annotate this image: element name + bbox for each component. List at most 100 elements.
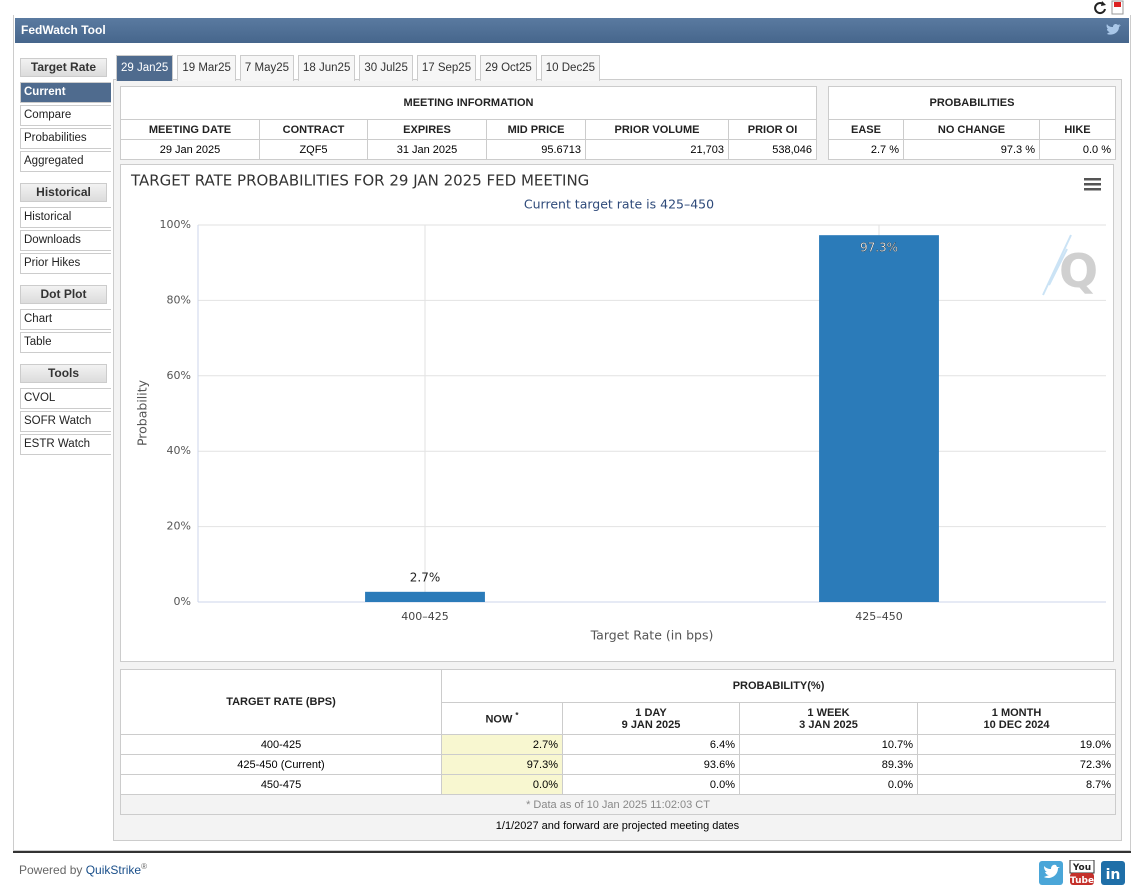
meeting-tab[interactable]: 29 Oct25: [480, 55, 537, 81]
meeting-tab[interactable]: 18 Jun25: [298, 55, 356, 81]
svg-text:in: in: [1106, 867, 1121, 883]
sidebar-link[interactable]: CVOL: [20, 388, 111, 409]
cell: 425-450 (Current): [120, 754, 442, 775]
data-row: 400-425 2.7% 6.4% 10.7% 19.0%: [120, 734, 1117, 755]
meeting-tab[interactable]: 17 Sep25: [416, 55, 477, 81]
y-axis-title: Probability: [135, 379, 150, 446]
projection-note: 1/1/2027 and forward are projected meeti…: [495, 820, 740, 832]
table-title: MEETING INFORMATION: [119, 86, 818, 120]
brand-link[interactable]: QuikStrike: [85, 863, 142, 877]
value-row: 29 Jan 2025 ZQF5 31 Jan 2025 95.6713 21,703 5…: [120, 139, 818, 160]
sidebar-link[interactable]: ESTR Watch: [20, 434, 111, 455]
cell: ZQF5: [259, 139, 368, 160]
x-axis-title: Target Rate (in bps): [590, 628, 714, 643]
sidebar-link[interactable]: Downloads: [20, 230, 111, 251]
column-header: PRIOR VOLUME: [585, 119, 729, 140]
cell: 0.0 %: [1038, 139, 1117, 160]
menu-icon[interactable]: [1084, 178, 1101, 191]
header-bar: FedWatch Tool: [15, 18, 1129, 43]
meeting-tabs: 29 Jan25 19 Mar25 7 May25 18 Jun25 30 Jul25 1…: [116, 55, 600, 81]
sidebar-link[interactable]: Compare: [20, 105, 111, 126]
powered-label: Powered by: [19, 863, 83, 877]
svg-text:Q: Q: [1059, 244, 1098, 298]
data-row: 425-450 (Current) 97.3% 93.6% 89.3% 72.3%: [120, 754, 1117, 775]
bar: [819, 235, 939, 602]
sidebar-link[interactable]: Table: [20, 332, 111, 353]
column-date: 10 DEC 2024: [983, 718, 1050, 731]
cell: 8.7%: [916, 774, 1117, 795]
footnote-row: * Data as of 10 Jan 2025 11:02:03 CT: [119, 794, 1117, 815]
sidebar-link[interactable]: Aggregated: [20, 151, 111, 172]
meeting-info-table: MEETING INFORMATION MEETING DATE CONTRACT E…: [119, 86, 818, 160]
meeting-tab[interactable]: 30 Jul25: [359, 55, 413, 81]
cell: 31 Jan 2025: [367, 139, 487, 160]
column-date: 9 JAN 2025: [621, 718, 681, 731]
sidebar-link[interactable]: Chart: [20, 309, 111, 330]
title-row: MEETING INFORMATION: [119, 86, 818, 120]
footer: Powered by QuikStrike® You Tube in: [13, 851, 1131, 896]
column-header: EXPIRES: [367, 119, 487, 140]
probabilities-summary: PROBABILITIES EASE NO CHANGE HIKE 2.7 % 97.3 …: [827, 86, 1117, 160]
meeting-tab[interactable]: 10 Dec25: [540, 55, 600, 81]
chart-subtitle: Current target rate is 425–450: [524, 197, 714, 212]
bar: [365, 591, 485, 602]
data-label: 97.3%: [860, 241, 898, 255]
registered-mark: ®: [141, 862, 147, 871]
svg-text:Tube: Tube: [1070, 876, 1094, 886]
probability-table: TARGET RATE (BPS) PROBABILITY(%) NOW * 1 DAY…: [119, 669, 1117, 815]
column-header: NOW *: [441, 702, 563, 735]
cell: 0.0%: [441, 774, 563, 795]
sidebar-section-title: Historical: [20, 183, 107, 202]
svg-text:You: You: [1072, 863, 1091, 873]
title-row: PROBABILITIES: [827, 86, 1117, 120]
footnote: * Data as of 10 Jan 2025 11:02:03 CT: [119, 794, 1117, 815]
group-header-row: TARGET RATE (BPS) PROBABILITY(%): [120, 669, 1117, 735]
column-header: 1 DAY 9 JAN 2025: [562, 702, 740, 735]
cell: 93.6%: [562, 754, 740, 775]
probabilities-table: PROBABILITIES EASE NO CHANGE HIKE 2.7 % 97.3 …: [827, 86, 1117, 160]
toolbar-icons[interactable]: [1090, 0, 1130, 16]
twitter-icon[interactable]: [1106, 23, 1122, 37]
meeting-tab[interactable]: 7 May25: [239, 55, 295, 81]
column-header: 1 WEEK 3 JAN 2025: [739, 702, 918, 735]
row-header: TARGET RATE (BPS): [120, 669, 442, 735]
cell: 538,046: [727, 139, 818, 160]
cell: 10.7%: [739, 734, 918, 755]
sidebar-section-title: Dot Plot: [20, 285, 107, 304]
y-tick-label: 100%: [160, 218, 191, 231]
column-header-row: MEETING DATE CONTRACT EXPIRES MID PRICE PRIO…: [120, 119, 818, 140]
meeting-tab[interactable]: 19 Mar25: [177, 55, 236, 81]
sidebar-link[interactable]: Current: [20, 82, 111, 103]
sidebar-section-title: Tools: [20, 364, 107, 383]
column-header-row: EASE NO CHANGE HIKE: [828, 119, 1117, 140]
column-label: 1 MONTH: [991, 706, 1042, 719]
cell: 95.6713: [486, 139, 586, 160]
sidebar-link[interactable]: Historical: [20, 207, 111, 228]
cell: 97.3 %: [903, 139, 1040, 160]
social-icons[interactable]: You Tube in: [1039, 860, 1129, 886]
cell: 97.3%: [441, 754, 563, 775]
data-label: 2.7%: [410, 570, 441, 584]
cell: 6.4%: [562, 734, 740, 755]
y-tick-label: 40%: [167, 444, 191, 457]
cell: 21,703: [585, 139, 729, 160]
column-header: MID PRICE: [486, 119, 586, 140]
x-tick-label: 425–450: [855, 610, 903, 623]
cell: 2.7 %: [828, 139, 904, 160]
group-header: PROBABILITY(%): [440, 669, 1117, 703]
sidebar-link[interactable]: SOFR Watch: [20, 411, 111, 432]
column-header: NO CHANGE: [903, 119, 1040, 140]
x-tick-label: 400–425: [401, 610, 449, 623]
y-tick-label: 60%: [167, 369, 191, 382]
y-tick-label: 80%: [167, 293, 191, 306]
column-header: 1 MONTH 10 DEC 2024: [916, 702, 1117, 735]
column-header: MEETING DATE: [120, 119, 260, 140]
column-header: EASE: [828, 119, 904, 140]
sidebar-link[interactable]: Prior Hikes: [20, 253, 111, 274]
column-label: 1 WEEK: [807, 706, 850, 719]
chart: TARGET RATE PROBABILITIES FOR 29 JAN 202…: [120, 164, 1114, 662]
sidebar-link[interactable]: Probabilities: [20, 128, 111, 149]
cell: 29 Jan 2025: [120, 139, 260, 160]
meeting-tab[interactable]: 29 Jan25: [116, 55, 174, 81]
